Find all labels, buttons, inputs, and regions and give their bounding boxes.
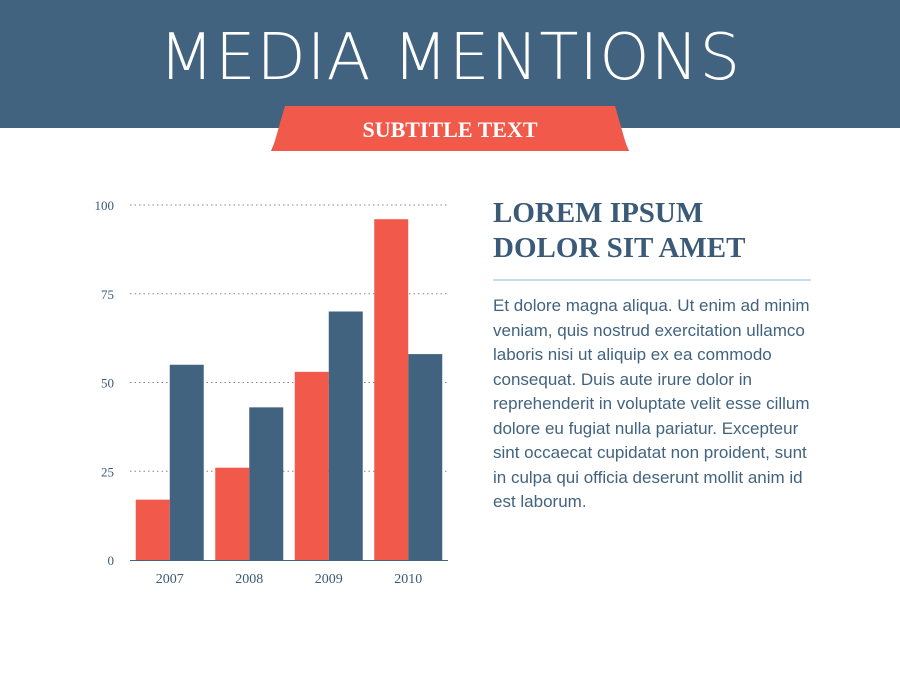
bar-2010-series-2 [408, 354, 443, 560]
x-tick-label: 2010 [394, 572, 422, 587]
bar-2007-series-1 [135, 499, 170, 560]
bar-2010-series-1 [374, 219, 409, 560]
y-tick-label: 100 [95, 198, 115, 213]
y-tick-label: 0 [108, 553, 115, 568]
article-divider [493, 279, 811, 281]
article: LOREM IPSUM DOLOR SIT AMET Et dolore mag… [493, 196, 823, 515]
bar-2009-series-1 [294, 371, 329, 560]
y-tick-label: 25 [101, 464, 114, 479]
bar-2008-series-2 [249, 407, 284, 560]
bar-2008-series-1 [215, 467, 250, 560]
subtitle: SUBTITLE TEXT [362, 117, 538, 142]
chart-gridlines [130, 204, 448, 472]
article-heading: LOREM IPSUM DOLOR SIT AMET [493, 197, 746, 264]
article-body: Et dolore magna aliqua. Ut enim ad minim… [493, 296, 810, 511]
y-tick-label: 50 [101, 376, 114, 391]
bar-2009-series-2 [328, 311, 363, 560]
bar-2007-series-2 [169, 364, 204, 560]
x-tick-label: 2007 [156, 572, 184, 587]
page-title: MEDIA MENTIONS [158, 21, 742, 95]
x-tick-label: 2009 [315, 572, 343, 587]
chart-bars [135, 219, 443, 560]
chart-axes: 0 25 50 75 100 2007 2008 2009 2010 [95, 198, 448, 587]
x-tick-label: 2008 [235, 572, 263, 587]
y-tick-label: 75 [101, 287, 114, 302]
